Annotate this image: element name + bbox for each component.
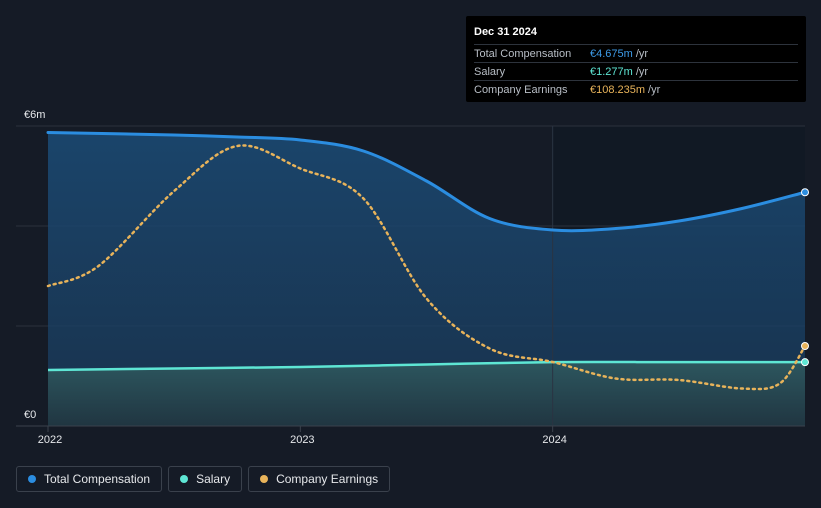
- salary-area: [48, 361, 805, 426]
- salary-end-marker: [801, 358, 809, 367]
- legend-total-compensation[interactable]: Total Compensation: [16, 466, 163, 492]
- tooltip-row-earnings: Company Earnings €108.235m /yr: [474, 80, 798, 98]
- x-tick-label: 2023: [290, 434, 314, 446]
- y-axis-max-label: €6m: [24, 109, 45, 121]
- tooltip-label: Salary: [474, 65, 506, 78]
- company-earnings-line: [46, 144, 807, 391]
- legend-label: Company Earnings: [276, 472, 379, 486]
- tooltip-label: Company Earnings: [474, 83, 568, 96]
- total-compensation-area: [48, 132, 805, 426]
- tooltip-value-salary: €1.277m: [590, 65, 633, 78]
- y-axis-min-label: €0: [24, 409, 36, 421]
- legend-salary[interactable]: Salary: [168, 466, 243, 492]
- x-tick-label: 2024: [542, 434, 566, 446]
- company-earnings-dot-icon: [260, 475, 269, 483]
- salary-line: [47, 360, 805, 372]
- tooltip-unit: /yr: [635, 47, 649, 60]
- hover-tooltip: Dec 31 2024 Total Compensation €4.675m /…: [466, 16, 806, 102]
- legend-company-earnings[interactable]: Company Earnings: [248, 466, 391, 492]
- tooltip-row-total: Total Compensation €4.675m /yr: [474, 44, 798, 62]
- salary-dot-icon: [180, 475, 189, 483]
- total-compensation-end-marker: [801, 188, 809, 197]
- tooltip-unit: /yr: [635, 65, 649, 78]
- company-earnings-end-marker: [801, 342, 809, 350]
- tooltip-row-salary: Salary €1.277m /yr: [474, 62, 798, 80]
- total-compensation-line: [46, 131, 807, 233]
- tooltip-unit: /yr: [648, 83, 661, 96]
- legend-label: Total Compensation: [44, 472, 151, 486]
- legend-label: Salary: [196, 472, 231, 486]
- tooltip-value-earnings: €108.235m: [590, 83, 646, 96]
- tooltip-date: Dec 31 2024: [474, 26, 537, 38]
- tooltip-value-total: €4.675m: [590, 47, 633, 60]
- tooltip-label: Total Compensation: [474, 47, 572, 60]
- chart-legend: Total Compensation Salary Company Earnin…: [16, 466, 391, 492]
- x-tick-label: 2022: [38, 434, 62, 446]
- total-compensation-dot-icon: [28, 475, 36, 483]
